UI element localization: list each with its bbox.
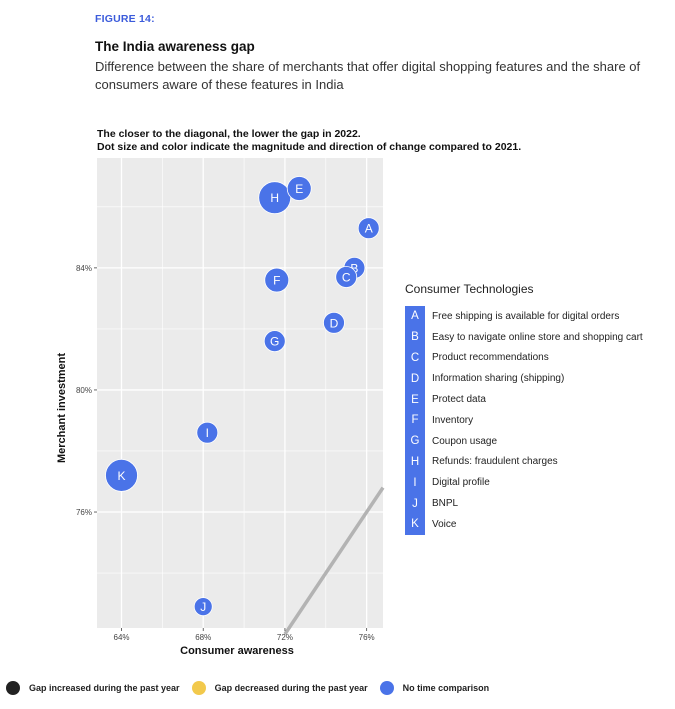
legend-text: BNPL xyxy=(432,498,459,510)
point-label-h: H xyxy=(270,191,279,205)
y-tick-label: 84% xyxy=(76,264,92,273)
point-label-j: J xyxy=(200,600,206,614)
scatter-point-e xyxy=(286,176,312,201)
scatter-point-g xyxy=(263,330,286,353)
y-tick-label: 76% xyxy=(76,508,92,517)
point-label-f: F xyxy=(273,274,280,288)
parity-diagonal xyxy=(283,486,385,636)
y-axis-title: Merchant investment xyxy=(56,353,68,463)
legend-text: Voice xyxy=(432,518,457,530)
point-label-d: D xyxy=(330,316,339,330)
increased-dot xyxy=(6,681,20,695)
scatter-point-i xyxy=(196,421,219,444)
figure-label: FIGURE 14: xyxy=(95,13,155,25)
legend-text: Information sharing (shipping) xyxy=(432,373,565,385)
point-label-i: I xyxy=(206,426,209,440)
legend-text: Coupon usage xyxy=(432,435,498,447)
legend-key: I xyxy=(405,472,425,494)
y-tick-label: 80% xyxy=(76,386,92,395)
legend-key: F xyxy=(405,409,425,431)
x-tick-label: 64% xyxy=(114,633,130,642)
chart-note-line-1: The closer to the diagonal, the lower th… xyxy=(97,128,361,140)
x-axis-title: Consumer awareness xyxy=(180,645,294,657)
plot-panel xyxy=(97,158,383,628)
legend-key: A xyxy=(405,306,425,327)
legend-key: J xyxy=(405,493,425,514)
legend-text: Inventory xyxy=(432,414,474,426)
point-label-b: B xyxy=(350,261,358,275)
legend-item: A Free shipping is available for digital … xyxy=(405,306,643,327)
decreased-label: Gap decreased during the past year xyxy=(214,683,368,693)
figure-subtitle: Difference between the share of merchant… xyxy=(95,59,641,92)
x-tick-label: 72% xyxy=(277,633,293,642)
x-tick-label: 68% xyxy=(195,633,211,642)
legend-item: K Voice xyxy=(405,513,643,535)
legend-text: Free shipping is available for digital o… xyxy=(432,310,620,322)
legend-item: E Protect data xyxy=(405,389,643,410)
x-tick-label: 76% xyxy=(359,633,375,642)
legend-key: H xyxy=(405,451,425,473)
chart-note: The closer to the diagonal, the lower th… xyxy=(97,128,521,154)
legend-key: E xyxy=(405,389,425,410)
legend-key: K xyxy=(405,513,425,535)
scatter-point-d xyxy=(323,311,345,334)
scatter-point-h xyxy=(258,181,292,215)
legend-text: Refunds: fraudulent charges xyxy=(432,456,558,468)
scatter-point-a xyxy=(357,217,380,240)
legend-key: C xyxy=(405,347,425,369)
legend-text: Easy to navigate online store and shoppi… xyxy=(432,331,643,343)
legend-item: F Inventory xyxy=(405,409,643,431)
legend-item: H Refunds: fraudulent charges xyxy=(405,451,643,473)
technology-legend: Consumer Technologies A Free shipping is … xyxy=(405,282,643,535)
increased-label: Gap increased during the past year xyxy=(29,683,180,693)
no-comparison-dot xyxy=(379,681,394,695)
legend-item: B Easy to navigate online store and shopp… xyxy=(405,326,643,348)
point-label-e: E xyxy=(295,182,303,196)
point-label-c: C xyxy=(342,271,351,285)
legend-text: Product recommendations xyxy=(432,352,549,364)
legend-item: G Coupon usage xyxy=(405,430,643,452)
legend-item: I Digital profile xyxy=(405,472,643,494)
point-label-k: K xyxy=(118,469,126,483)
decreased-dot xyxy=(191,681,206,695)
legend-key: B xyxy=(405,326,425,348)
change-legend-no-comparison: No time comparison xyxy=(379,681,490,695)
figure-title: The India awareness gap xyxy=(95,39,255,54)
legend-title: Consumer Technologies xyxy=(405,282,534,296)
no-comparison-label: No time comparison xyxy=(402,683,490,693)
scatter-point-f xyxy=(264,267,290,293)
legend-key: G xyxy=(405,430,425,452)
chart-note-line-2: Dot size and color indicate the magnitud… xyxy=(97,141,522,153)
legend-item: D Information sharing (shipping) xyxy=(405,368,643,390)
scatter-point-c xyxy=(335,266,358,288)
legend-item: J BNPL xyxy=(405,493,643,514)
scatter-point-k xyxy=(105,459,138,492)
change-legend: Gap increased during the past year Gap d… xyxy=(0,678,501,698)
change-legend-decreased: Gap decreased during the past year xyxy=(191,681,368,695)
point-label-a: A xyxy=(365,222,373,236)
legend-text: Digital profile xyxy=(432,477,490,489)
scatter-point-j xyxy=(193,597,213,617)
change-legend-increased: Gap increased during the past year xyxy=(6,681,180,695)
legend-item: C Product recommendations xyxy=(405,347,643,369)
legend-text: Protect data xyxy=(432,394,486,406)
legend-key: D xyxy=(405,368,425,390)
point-label-g: G xyxy=(270,335,279,349)
